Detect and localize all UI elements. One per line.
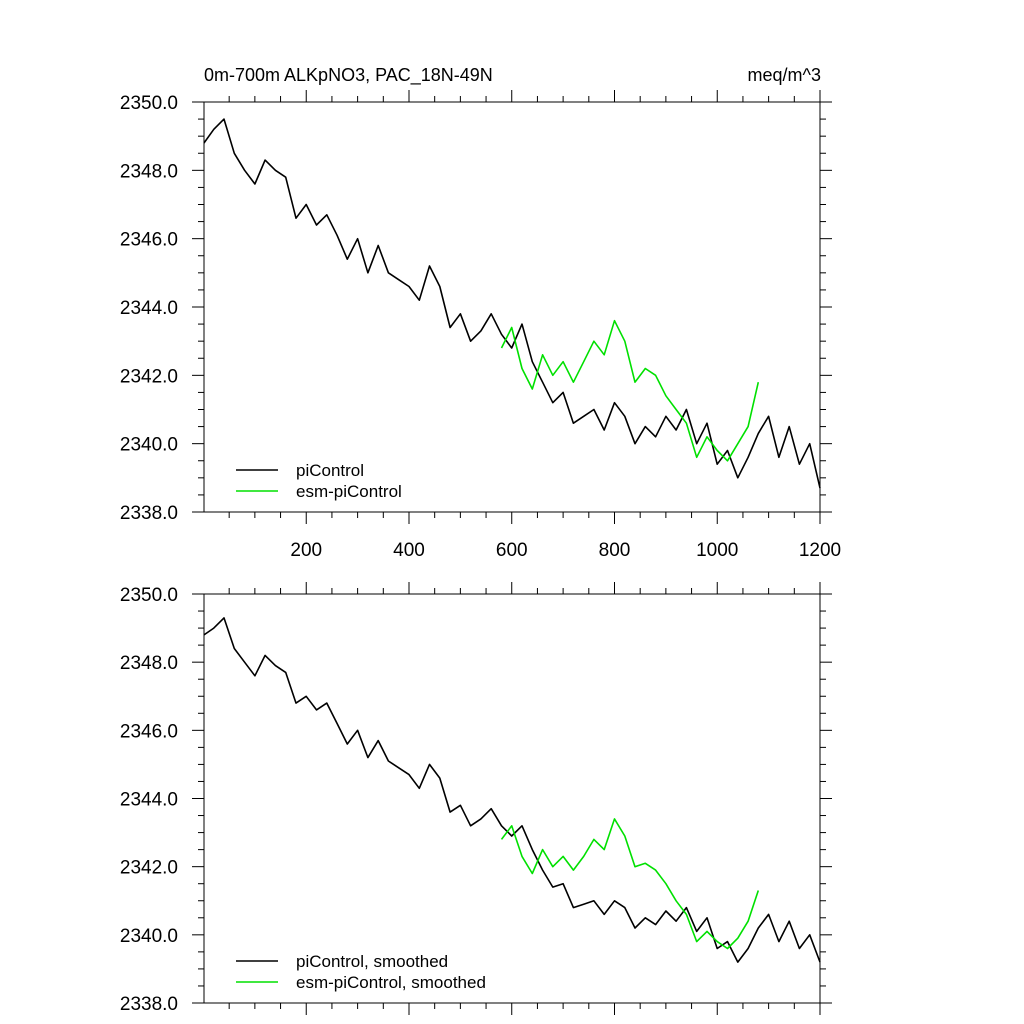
x-tick-label: 600 [496,540,528,561]
y-tick-label: 2340.0 [120,435,178,456]
y-tick-label: 2340.0 [120,926,178,947]
legend-label: piControl, smoothed [296,952,448,971]
y-tick-label: 2338.0 [120,503,178,524]
y-tick-label: 2342.0 [120,366,178,387]
series-line-picontrol [203,118,821,489]
x-tick-label: 200 [290,540,322,561]
legend-label: piControl [296,461,364,480]
y-tick-label: 2350.0 [120,93,178,114]
y-tick-label: 2350.0 [120,585,178,606]
x-tick-label: 1200 [799,540,841,561]
y-tick-label: 2348.0 [120,653,178,674]
plot-title: 0m-700m ALKpNO3, PAC_18N-49N [204,65,493,86]
y-tick-label: 2338.0 [120,994,178,1015]
x-tick-label: 400 [393,540,425,561]
bottom-panel: 2338.0 2340.0 2342.0 2344.0 2346.0 2348.0 2350… [120,582,832,1015]
series-line-picontrol-smoothed [203,617,821,963]
y-tick-label: 2348.0 [120,161,178,182]
series-line-esm-picontrol [500,319,760,462]
x-tick-label: 1000 [696,540,738,561]
y-tick-label: 2344.0 [120,790,178,811]
legend-label: esm-piControl [296,482,402,501]
top-panel: 2338.0 2340.0 2342.0 2344.0 2346.0 2348.0 2350… [120,90,841,561]
y-tick-label: 2344.0 [120,298,178,319]
units-label: meq/m^3 [748,65,821,85]
y-tick-label: 2346.0 [120,721,178,742]
x-tick-label: 800 [599,540,631,561]
legend-label: esm-piControl, smoothed [296,973,486,992]
y-tick-label: 2342.0 [120,858,178,879]
y-tick-label: 2346.0 [120,230,178,251]
series-line-esm-picontrol-smoothed [500,818,760,950]
